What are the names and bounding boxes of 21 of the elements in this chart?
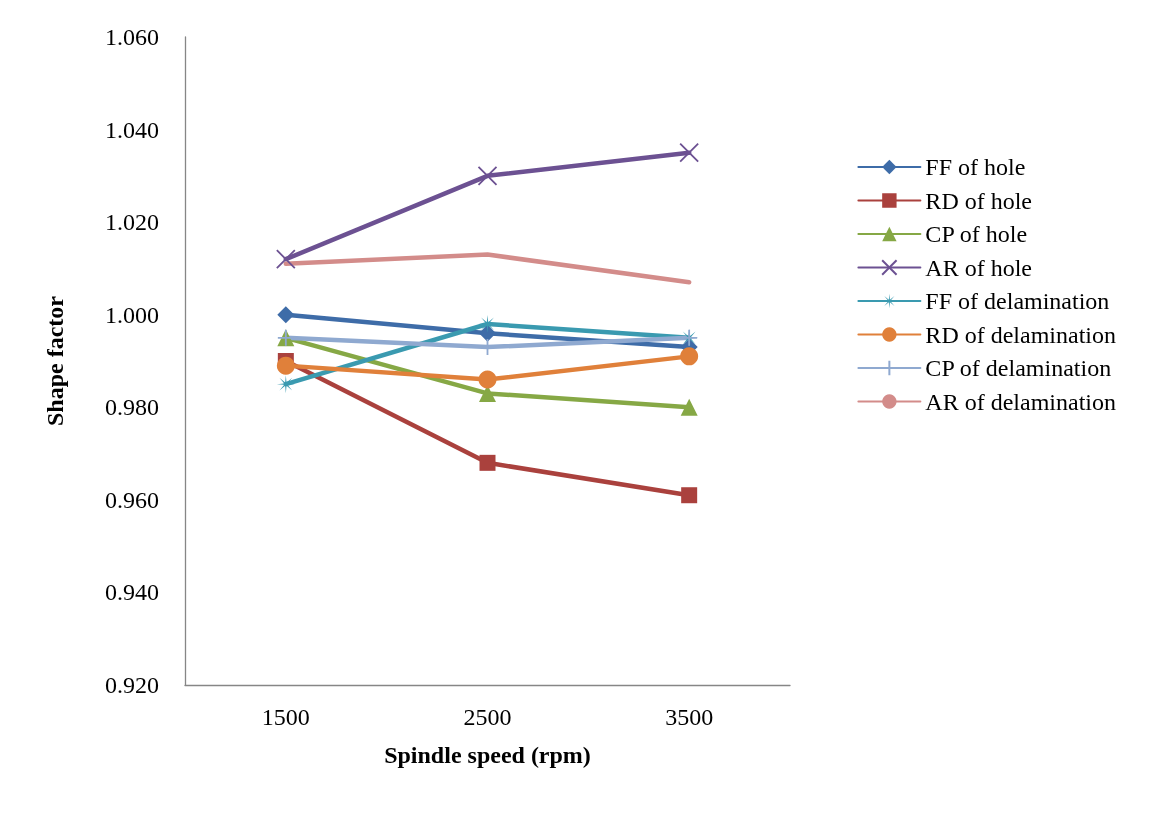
- x-tick-label: 1500: [261, 704, 310, 730]
- legend-label: CP of delamination: [925, 355, 1112, 381]
- y-tick-label: 1.020: [105, 209, 159, 236]
- x-axis-title: Spindle speed (rpm): [384, 742, 591, 768]
- y-tick-label: 0.960: [105, 486, 159, 513]
- x-tick-label: 3500: [665, 704, 714, 730]
- legend-label: RD of delamination: [925, 321, 1117, 348]
- x-tick-label: 2500: [463, 704, 512, 730]
- y-tick-label: 1.060: [105, 24, 159, 50]
- legend-label: RD of hole: [925, 187, 1033, 214]
- y-tick-label: 0.940: [105, 579, 159, 606]
- legend-label: AR of delamination: [925, 388, 1117, 415]
- legend-label: CP of hole: [925, 221, 1028, 247]
- legend-label: FF of hole: [925, 154, 1026, 180]
- y-tick-label: 0.920: [105, 672, 159, 698]
- legend-label: AR of hole: [925, 254, 1033, 281]
- y-tick-label: 1.000: [105, 301, 159, 328]
- y-axis-title: Shape factor: [42, 295, 68, 426]
- y-tick-label: 0.980: [105, 394, 159, 421]
- legend-label: FF of delamination: [925, 288, 1110, 314]
- y-tick-label: 1.040: [105, 116, 159, 143]
